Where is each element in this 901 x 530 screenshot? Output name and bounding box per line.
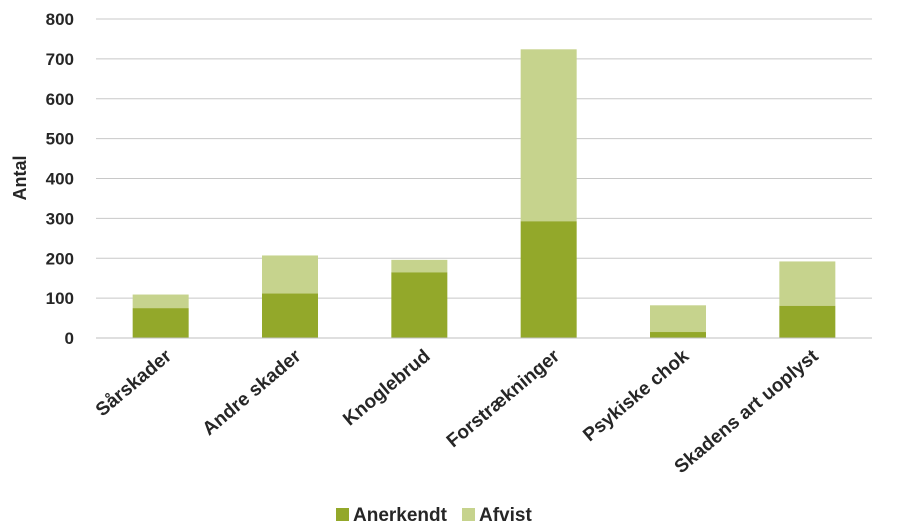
bar-afvist-4 [520,49,577,222]
bar-afvist-3 [391,259,448,273]
y-tick-label: 600 [46,90,74,109]
x-category-label: Sårskader [92,345,176,421]
bar-afvist-1 [132,294,189,309]
bar-afvist-2 [262,255,318,294]
bar-anerkendt-4 [520,221,577,338]
x-category-label: Knoglebrud [339,346,434,431]
y-tick-label: 800 [46,10,74,29]
y-tick-label: 400 [46,170,74,189]
bar-anerkendt-1 [132,308,189,338]
bar-anerkendt-5 [650,332,706,338]
legend: Anerkendt Afvist [336,505,532,526]
y-tick-label: 700 [46,50,74,69]
bars [132,49,836,338]
bar-afvist-6 [779,261,836,306]
x-axis-category-labels: Sårskader Andre skader Knoglebrud Forstrækn… [92,345,823,478]
y-tick-label: 0 [65,329,74,348]
y-axis-tick-labels: 0 100 200 300 400 500 600 700 800 [46,10,74,348]
legend-label-anerkendt: Anerkendt [353,505,448,526]
legend-swatch-anerkendt [336,508,349,521]
bar-anerkendt-6 [779,305,836,338]
x-category-label: Psykiske chok [579,345,693,446]
bar-anerkendt-3 [391,272,448,338]
x-category-label: Andre skader [199,345,306,440]
gridlines [96,18,872,299]
x-category-label: Skadens art uoplyst [671,345,823,478]
bar-afvist-5 [650,305,706,333]
y-tick-label: 100 [46,289,74,308]
x-category-label: Forstrækninger [443,345,565,452]
y-tick-label: 200 [46,249,74,268]
y-tick-label: 500 [46,130,74,149]
bar-anerkendt-2 [262,293,318,338]
y-axis-title: Antal [10,156,30,201]
legend-label-afvist: Afvist [479,505,532,526]
y-tick-label: 300 [46,209,74,228]
legend-swatch-afvist [462,508,475,521]
